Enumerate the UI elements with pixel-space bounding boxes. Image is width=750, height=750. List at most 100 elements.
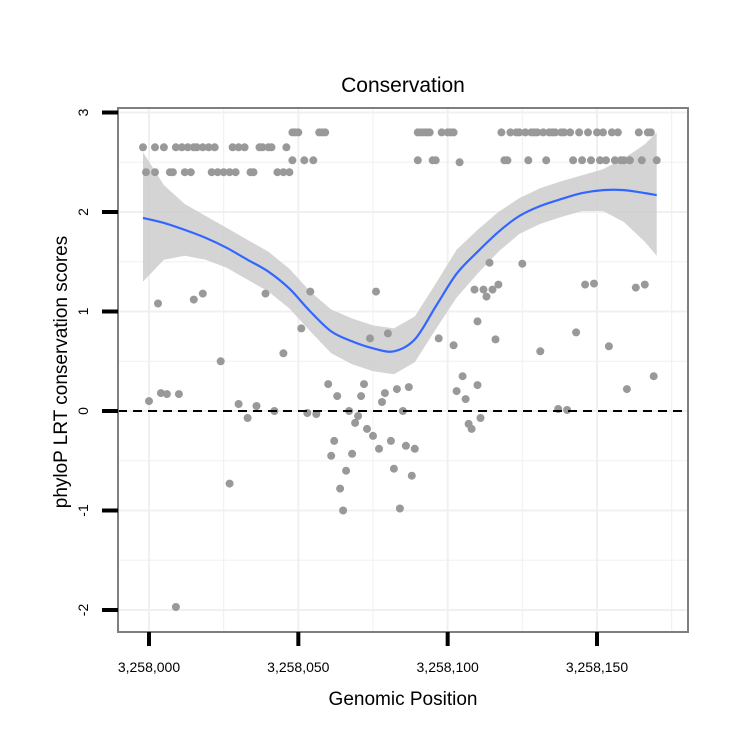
data-point [282, 143, 291, 152]
data-point [333, 392, 342, 401]
data-point [294, 128, 303, 137]
data-point [631, 283, 640, 292]
data-point [578, 156, 587, 165]
data-point [467, 424, 476, 433]
data-point [363, 424, 371, 433]
y-axis-label: phyloP LRT conservation scores [51, 236, 72, 509]
data-point [515, 128, 524, 137]
data-point [491, 335, 500, 344]
data-point [183, 143, 192, 152]
data-point [171, 603, 180, 611]
data-point [404, 383, 413, 392]
x-axis-label: Genomic Position [329, 689, 478, 710]
data-point [207, 168, 216, 177]
data-point [279, 168, 288, 177]
data-point [151, 168, 159, 177]
data-point [273, 168, 282, 177]
data-point [156, 389, 165, 398]
data-point [372, 287, 380, 296]
data-point [383, 329, 392, 338]
data-point [458, 372, 467, 381]
data-point [348, 449, 357, 458]
data-point [602, 156, 610, 165]
data-point [249, 168, 258, 177]
data-point [366, 334, 374, 343]
smooth-trend-line [142, 188, 657, 353]
data-point [300, 156, 309, 165]
data-point [392, 385, 401, 394]
data-point [476, 414, 485, 422]
data-point [604, 342, 613, 351]
x-tick-label: 3,258,100 [417, 659, 479, 675]
data-point [485, 258, 494, 267]
data-point [213, 168, 222, 177]
data-point [449, 341, 458, 350]
y-tick-label: 0 [75, 407, 91, 415]
y-tick-label: -2 [75, 604, 91, 617]
data-point [473, 317, 482, 326]
data-point [267, 143, 276, 152]
data-point [189, 295, 198, 304]
data-point [285, 168, 294, 177]
data-point [198, 289, 207, 298]
data-point [506, 128, 515, 137]
data-point [336, 484, 345, 493]
data-point [449, 128, 458, 137]
data-point [581, 280, 590, 289]
data-point [204, 143, 213, 152]
data-point [216, 357, 225, 366]
x-tick-label: 3,258,050 [267, 659, 329, 675]
data-point [497, 128, 506, 137]
data-point [261, 289, 270, 298]
data-point [518, 259, 527, 268]
data-point [590, 279, 598, 288]
data-point [533, 128, 542, 137]
data-point [479, 285, 488, 294]
data-point [482, 292, 491, 301]
data-point [380, 389, 389, 398]
data-point [637, 156, 646, 165]
data-point [234, 400, 243, 408]
data-point [389, 464, 398, 473]
data-point [575, 128, 584, 137]
data-point [324, 380, 333, 389]
data-point [288, 156, 297, 165]
data-point [192, 143, 201, 152]
data-point [279, 349, 288, 358]
data-point [649, 372, 658, 381]
data-point [145, 397, 153, 406]
data-point [599, 128, 607, 137]
data-point [572, 328, 581, 337]
data-point [410, 444, 419, 453]
y-axis: -2 -1 0 1 2 3 [75, 108, 118, 616]
data-point [369, 431, 377, 440]
data-point [551, 128, 560, 137]
y-tick-label: 3 [75, 108, 91, 116]
data-point [566, 128, 575, 137]
data-point [386, 436, 395, 445]
data-point [327, 451, 336, 460]
data-point [560, 128, 569, 137]
data-point [357, 392, 366, 401]
data-point [640, 280, 649, 289]
data-point [524, 156, 533, 165]
data-point [607, 128, 616, 137]
data-point [351, 418, 360, 427]
data-point [619, 156, 628, 165]
data-points [139, 128, 661, 611]
data-point [171, 143, 180, 152]
data-point [142, 168, 150, 177]
data-point [139, 143, 147, 152]
data-point [378, 398, 386, 406]
data-point [174, 390, 183, 399]
data-point [210, 143, 219, 152]
data-point [434, 334, 443, 343]
data-point [542, 156, 551, 165]
chart-title: Conservation [341, 74, 465, 97]
data-point [622, 385, 631, 394]
data-point [395, 504, 404, 513]
data-point [461, 395, 470, 404]
data-point [198, 143, 207, 152]
data-point [168, 168, 177, 177]
